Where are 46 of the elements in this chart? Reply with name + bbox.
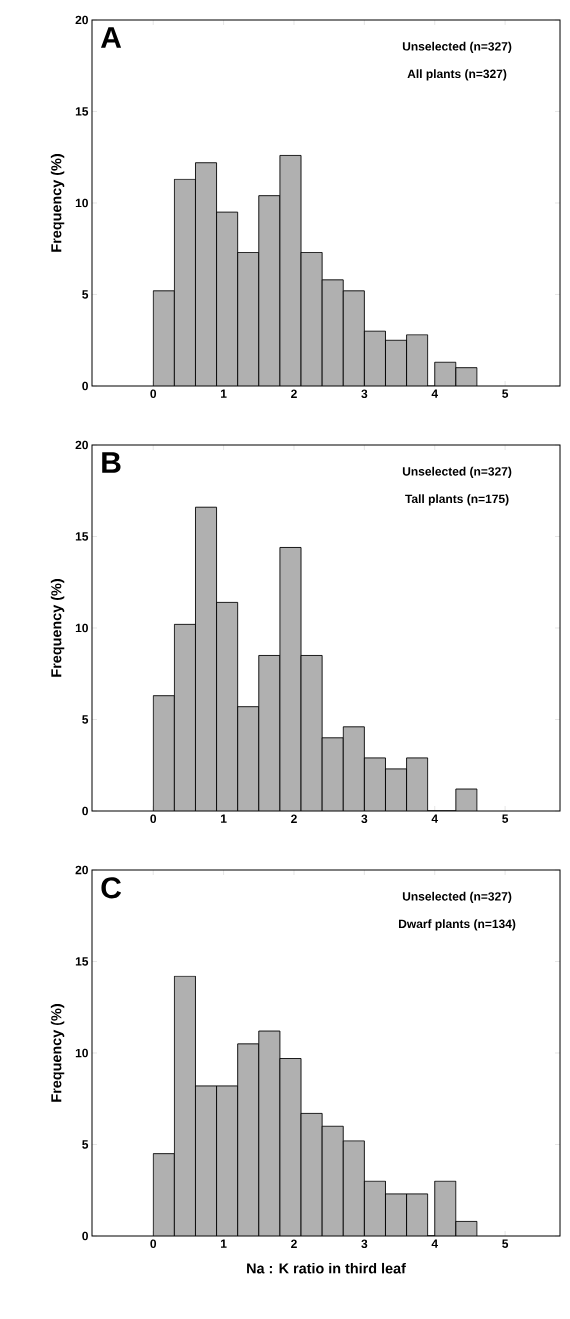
y-axis-title: Frequency (%) — [50, 579, 65, 677]
x-tick-label: 2 — [291, 1239, 297, 1248]
y-tick-label: 10 — [75, 198, 88, 208]
y-tick-label: 10 — [75, 1048, 88, 1058]
x-tick-label: 5 — [502, 814, 509, 823]
x-tick-label: 2 — [291, 814, 297, 823]
y-tick-label: 20 — [75, 865, 88, 875]
x-tick-label: 3 — [361, 389, 368, 399]
y-tick-label: 0 — [82, 1231, 88, 1241]
annotation: A — [100, 27, 122, 48]
annotation: Unselected (n=327) — [402, 41, 512, 54]
annotation: B — [102, 452, 121, 473]
y-tick-label: 10 — [75, 623, 88, 633]
x-tick-label: 3 — [361, 1239, 368, 1249]
annotation: All plants (n=327) — [407, 69, 507, 81]
x-tick-label: 4 — [431, 389, 438, 398]
x-tick-label: 0 — [150, 389, 157, 399]
y-tick-label: 15 — [75, 957, 89, 966]
y-tick-label: 15 — [75, 107, 89, 116]
x-tick-label: 1 — [221, 389, 227, 398]
annotation: C — [101, 877, 122, 899]
y-tick-label: 20 — [75, 15, 88, 25]
x-tick-label: 0 — [150, 1239, 157, 1249]
y-axis-title: Frequency (%) — [50, 154, 65, 252]
annotation: Tall plants (n=175) — [405, 494, 509, 506]
annotation: Unselected (n=327) — [402, 466, 512, 479]
y-tick-label: 0 — [82, 381, 88, 391]
x-tick-label: 5 — [502, 1239, 509, 1248]
x-tick-label: 1 — [221, 1239, 227, 1248]
x-tick-label: 1 — [221, 814, 227, 823]
annotation: Dwarf plants (n=134) — [399, 919, 516, 931]
y-tick-label: 5 — [82, 290, 89, 299]
y-tick-label: 0 — [82, 806, 88, 816]
x-axis-title: Na : K ratio in third leaf — [247, 1262, 406, 1274]
y-tick-label: 5 — [82, 715, 89, 724]
x-tick-label: 5 — [502, 389, 509, 398]
x-tick-label: 0 — [150, 814, 157, 824]
x-tick-label: 3 — [361, 814, 368, 824]
y-axis-title: Frequency (%) — [50, 1004, 65, 1102]
y-tick-label: 15 — [75, 532, 89, 541]
x-tick-label: 4 — [431, 1239, 438, 1248]
annotation: Unselected (n=327) — [402, 891, 512, 904]
y-tick-label: 5 — [82, 1140, 89, 1149]
x-tick-label: 4 — [431, 814, 438, 823]
y-tick-label: 20 — [75, 440, 88, 450]
x-tick-label: 2 — [291, 389, 297, 398]
